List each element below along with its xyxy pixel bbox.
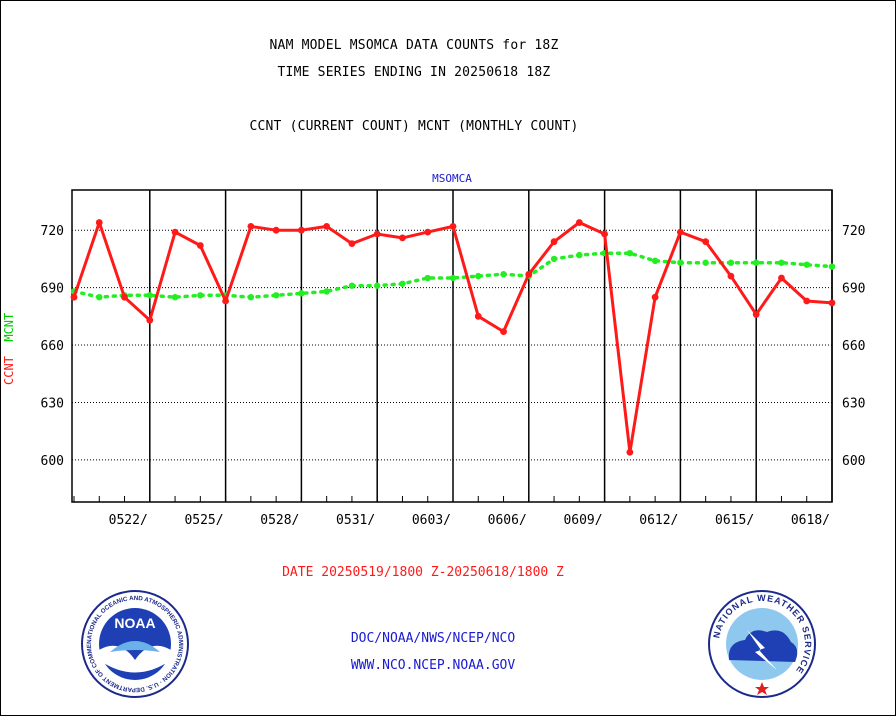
- nws-logo-icon: NATIONAL WEATHER SERVICE: [708, 590, 816, 698]
- credit-org: DOC/NOAA/NWS/NCEP/NCO: [350, 631, 516, 646]
- data-point-mcnt: [399, 280, 406, 287]
- data-point-mcnt: [702, 259, 709, 266]
- y-tick-label-left: 690: [41, 282, 64, 297]
- data-point-ccnt: [171, 228, 179, 236]
- data-point-ccnt: [373, 230, 381, 238]
- data-point-ccnt: [323, 222, 331, 230]
- x-tick-label: 0618/: [791, 513, 830, 528]
- data-point-mcnt: [146, 292, 153, 299]
- data-point-ccnt: [626, 448, 634, 456]
- x-tick-label: 0612/: [639, 513, 678, 528]
- data-point-mcnt: [778, 259, 785, 266]
- data-point-mcnt: [197, 292, 204, 299]
- noaa-logo-icon: NOAA NATIONAL OCEANIC AND ATMOSPHERIC AD…: [80, 590, 189, 698]
- x-tick-label: 0603/: [412, 513, 451, 528]
- data-point-mcnt: [727, 259, 735, 266]
- y-tick-label-right: 630: [842, 396, 865, 411]
- data-point-ccnt: [601, 230, 608, 238]
- data-point-ccnt: [196, 242, 204, 249]
- data-point-mcnt: [171, 293, 179, 301]
- data-point-ccnt: [399, 234, 406, 242]
- data-point-mcnt: [828, 263, 836, 270]
- data-point-mcnt: [550, 255, 558, 263]
- data-point-ccnt: [677, 228, 684, 236]
- data-point-mcnt: [272, 292, 280, 299]
- data-point-mcnt: [374, 282, 381, 289]
- y-tick-label-right: 600: [842, 454, 865, 469]
- data-point-mcnt: [803, 261, 810, 268]
- x-tick-label: 0531/: [336, 513, 375, 528]
- data-point-ccnt: [474, 312, 482, 320]
- data-point-ccnt: [222, 297, 230, 305]
- series-description: CCNT (CURRENT COUNT) MCNT (MONTHLY COUNT…: [249, 119, 579, 134]
- x-tick-label: 0522/: [109, 513, 148, 528]
- date-range-label: DATE 20250519/1800 Z-20250618/1800 Z: [282, 565, 564, 580]
- data-point-ccnt: [247, 222, 255, 230]
- chart-title: NAM MODEL MSOMCA DATA COUNTS for 18Z: [269, 38, 559, 53]
- data-point-ccnt: [95, 219, 103, 226]
- data-point-ccnt: [778, 274, 785, 282]
- data-point-ccnt: [828, 299, 836, 307]
- y-tick-label-left: 630: [41, 396, 64, 411]
- y-tick-label-right: 690: [842, 282, 865, 297]
- data-point-mcnt: [677, 259, 684, 266]
- y-tick-label-left: 600: [41, 454, 64, 469]
- x-tick-label: 0606/: [488, 513, 527, 528]
- data-point-mcnt: [626, 249, 634, 257]
- data-point-ccnt: [348, 240, 356, 247]
- data-point-mcnt: [348, 282, 356, 289]
- data-point-ccnt: [525, 270, 533, 278]
- data-point-mcnt: [500, 271, 507, 278]
- data-point-mcnt: [323, 288, 330, 295]
- noaa-inner-text: NOAA: [114, 615, 155, 631]
- data-point-mcnt: [96, 293, 103, 301]
- x-tick-label: 0609/: [563, 513, 602, 528]
- data-point-ccnt: [70, 293, 78, 301]
- data-point-ccnt: [121, 293, 128, 301]
- data-point-ccnt: [424, 228, 432, 236]
- data-point-mcnt: [651, 257, 659, 265]
- data-point-ccnt: [651, 293, 659, 301]
- y-tick-label-right: 720: [842, 224, 865, 239]
- data-point-ccnt: [727, 272, 735, 280]
- data-point-mcnt: [753, 259, 760, 266]
- data-point-ccnt: [550, 238, 558, 246]
- data-point-ccnt: [803, 297, 811, 305]
- station-label: MSOMCA: [432, 172, 472, 185]
- data-point-mcnt: [247, 293, 255, 301]
- x-tick-label: 0615/: [715, 513, 754, 528]
- data-point-ccnt: [752, 311, 760, 318]
- data-point-ccnt: [298, 226, 305, 234]
- x-tick-label: 0528/: [260, 513, 299, 528]
- data-point-ccnt: [702, 238, 710, 246]
- credit-url: WWW.NCO.NCEP.NOAA.GOV: [350, 658, 516, 673]
- data-point-ccnt: [449, 222, 457, 230]
- data-point-mcnt: [424, 274, 431, 282]
- chart-subtitle: TIME SERIES ENDING IN 20250618 18Z: [277, 65, 551, 80]
- data-point-mcnt: [298, 290, 305, 297]
- data-point-ccnt: [272, 226, 280, 234]
- data-point-mcnt: [576, 251, 583, 259]
- data-point-ccnt: [575, 219, 583, 226]
- data-point-ccnt: [500, 328, 507, 336]
- y-tick-label-left: 720: [41, 224, 64, 239]
- data-point-mcnt: [449, 274, 457, 282]
- y-tick-label-right: 660: [842, 339, 865, 354]
- x-tick-label: 0525/: [184, 513, 223, 528]
- data-point-mcnt: [475, 272, 482, 280]
- y-tick-label-left: 660: [41, 339, 64, 354]
- data-point-ccnt: [146, 316, 154, 324]
